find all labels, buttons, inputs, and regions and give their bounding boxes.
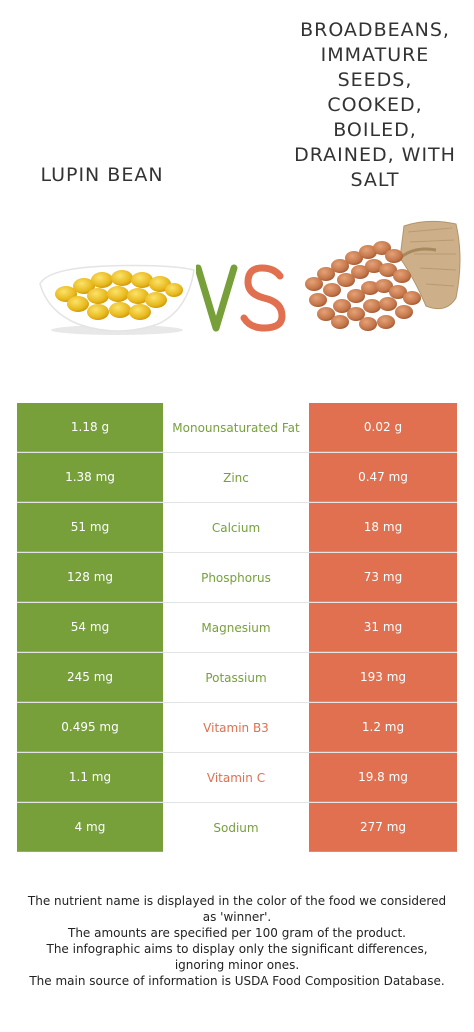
broadbeans-image [305,220,461,331]
nutrient-name: Vitamin B3 [163,703,309,752]
food-left-title: LUPIN BEAN [40,164,164,186]
right-food-value: 193 mg [309,653,457,702]
nutrient-row: 0.495 mg Vitamin B3 1.2 mg [17,703,457,753]
nutrient-name: Magnesium [163,603,309,652]
right-food-value: 0.47 mg [309,453,457,502]
footnote-line: The infographic aims to display only the… [46,942,428,972]
footnote-line: The amounts are specified per 100 gram o… [67,926,406,940]
right-food-value: 0.02 g [309,403,457,452]
nutrient-row: 1.1 mg Vitamin C 19.8 mg [17,753,457,803]
nutrient-row: 245 mg Potassium 193 mg [17,653,457,703]
left-food-value: 1.18 g [17,403,163,452]
right-food-value: 18 mg [309,503,457,552]
nutrient-row: 1.18 g Monounsaturated Fat 0.02 g [17,403,457,453]
left-food-value: 54 mg [17,603,163,652]
footnote-line: The main source of information is USDA F… [29,974,445,988]
left-food-value: 245 mg [17,653,163,702]
left-food-value: 51 mg [17,503,163,552]
food-right-title: BROADBEANS, IMMATURE SEEDS, COOKED, BOIL… [294,19,456,191]
nutrient-row: 128 mg Phosphorus 73 mg [17,553,457,603]
nutrient-row: 4 mg Sodium 277 mg [17,803,457,852]
nutrient-row: 54 mg Magnesium 31 mg [17,603,457,653]
nutrient-row: 1.38 mg Zinc 0.47 mg [17,453,457,503]
left-food-value: 1.38 mg [17,453,163,502]
lupin-bean-image [39,264,195,335]
nutrient-name: Vitamin C [163,753,309,802]
right-food-value: 73 mg [309,553,457,602]
nutrient-name: Zinc [163,453,309,502]
right-food-value: 19.8 mg [309,753,457,802]
left-food-value: 4 mg [17,803,163,852]
footnote-line: The nutrient name is displayed in the co… [27,894,447,924]
footnote: The nutrient name is displayed in the co… [20,893,454,989]
nutrient-name: Sodium [163,803,309,852]
left-food-value: 0.495 mg [17,703,163,752]
nutrient-name: Monounsaturated Fat [163,403,309,452]
nutrient-name: Phosphorus [163,553,309,602]
nutrient-row: 51 mg Calcium 18 mg [17,503,457,553]
nutrient-name: Potassium [163,653,309,702]
left-food-value: 1.1 mg [17,753,163,802]
right-food-value: 277 mg [309,803,457,852]
left-food-value: 128 mg [17,553,163,602]
right-food-value: 1.2 mg [309,703,457,752]
nutrient-comparison-table: 1.18 g Monounsaturated Fat 0.02 g 1.38 mg Zi… [17,403,457,852]
nutrient-name: Calcium [163,503,309,552]
vs-icon [196,264,286,332]
right-food-value: 31 mg [309,603,457,652]
